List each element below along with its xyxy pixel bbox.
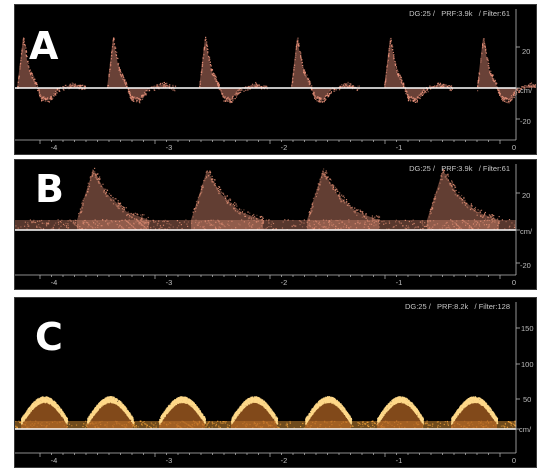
doppler-params-b: DG:25 / PRF:3.9k / Filter:61 xyxy=(409,164,510,173)
x-tick-b-2: -3 xyxy=(165,278,173,287)
panel-label-b: B xyxy=(35,167,64,211)
scale-label-c-150: 150 xyxy=(521,324,534,333)
panel-a: A DG:25 / PRF:3.9k / Filter:61 20 cm/ -2… xyxy=(14,4,537,155)
x-tick-c-5: 0 xyxy=(511,456,517,465)
x-tick-b-4: -1 xyxy=(395,278,403,287)
scale-label-c-100: 100 xyxy=(521,360,534,369)
panel-label-c: C xyxy=(35,315,63,359)
doppler-params-a: DG:25 / PRF:3.9k / Filter:61 xyxy=(409,9,510,18)
panel-b: B DG:25 / PRF:3.9k / Filter:61 20 cm/ -2… xyxy=(14,159,537,290)
x-tick-a-3: -2 xyxy=(280,143,288,152)
scale-label-b-bottom: -20 xyxy=(520,261,531,270)
x-tick-a-4: -1 xyxy=(395,143,403,152)
doppler-params-c: DG:25 / PRF:8.2k / Filter:128 xyxy=(404,302,510,311)
scale-label-a-unit: cm/ xyxy=(520,86,533,95)
scale-label-b-top: 20 xyxy=(522,191,531,200)
panel-label-a: A xyxy=(29,24,59,68)
spectral-waveform-a xyxy=(15,9,536,144)
x-tick-a-5: 0 xyxy=(511,143,517,152)
x-tick-c-4: -1 xyxy=(395,456,403,465)
scale-label-a-bottom: -20 xyxy=(520,117,531,126)
spectral-waveform-c xyxy=(15,302,520,457)
scale-label-b-unit: cm/ xyxy=(520,227,533,236)
panel-c: C DG:25 / PRF:8.2k / Filter:128 150 100 … xyxy=(14,297,537,468)
x-tick-a-2: -3 xyxy=(165,143,173,152)
x-tick-b-5: 0 xyxy=(511,278,517,287)
scale-label-c-50: 50 xyxy=(523,395,532,404)
x-tick-b-1: -4 xyxy=(50,278,58,287)
scale-label-c-unit: cm/ xyxy=(519,425,532,434)
x-tick-a-1: -4 xyxy=(50,143,58,152)
x-tick-c-2: -3 xyxy=(165,456,173,465)
spectral-waveform-b xyxy=(15,164,520,279)
x-tick-c-1: -4 xyxy=(50,456,58,465)
scale-label-a-top: 20 xyxy=(522,47,531,56)
x-tick-c-3: -2 xyxy=(280,456,288,465)
x-tick-b-3: -2 xyxy=(280,278,288,287)
